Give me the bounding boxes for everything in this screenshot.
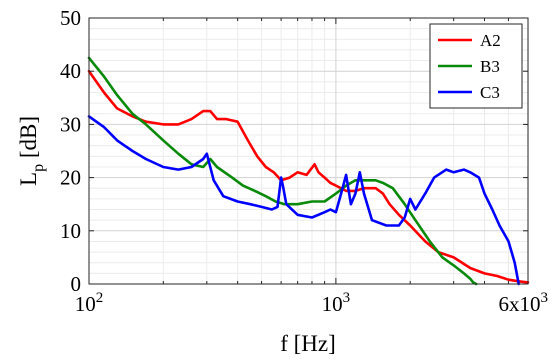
x-tick-label-base: 10 <box>75 292 96 316</box>
legend: A2 B3 C3 <box>429 23 523 109</box>
x-tick-label-exponent: 3 <box>343 290 351 306</box>
y-tick-label: 40 <box>60 59 81 83</box>
x-tick-label-exponent: 3 <box>541 290 549 306</box>
y-tick-label: 20 <box>60 166 81 190</box>
x-tick-label-base: 6x10 <box>499 292 541 316</box>
series-line-c3 <box>87 115 521 286</box>
y-axis-label-unit: [dB] <box>16 116 41 164</box>
x-tick-label-base: 10 <box>322 292 343 316</box>
x-axis-label: f [Hz] <box>280 331 336 356</box>
y-tick-label: 10 <box>60 219 81 243</box>
x-tick-label: 103 <box>322 290 351 316</box>
series-line-b3 <box>87 56 478 286</box>
y-tick-label: 0 <box>71 272 82 296</box>
y-tick-label: 30 <box>60 112 81 136</box>
y-axis-label: Lp [dB] <box>16 116 47 186</box>
y-tick-label: 50 <box>60 6 81 30</box>
x-tick-label: 6x103 <box>499 290 549 316</box>
legend-label-c3: C3 <box>480 83 500 102</box>
legend-label-b3: B3 <box>480 57 500 76</box>
y-axis-label-main: L <box>16 172 41 186</box>
x-tick-label: 102 <box>75 290 104 316</box>
y-axis-label-subscript: p <box>30 164 47 172</box>
axis-ticks <box>88 17 529 285</box>
legend-label-a2: A2 <box>480 31 501 50</box>
x-tick-label-exponent: 2 <box>96 290 104 306</box>
plot-frame <box>88 17 529 285</box>
series-layer <box>87 56 530 286</box>
